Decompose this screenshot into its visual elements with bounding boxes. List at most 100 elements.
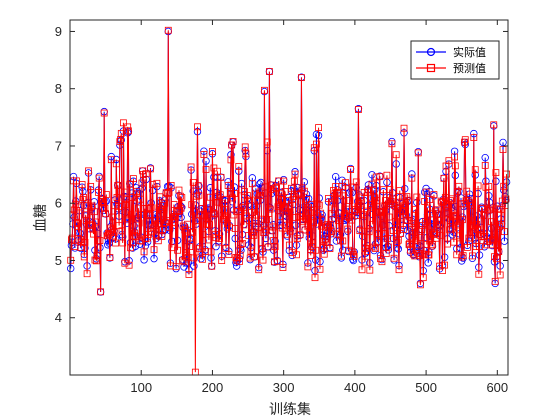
predicted-point bbox=[165, 188, 173, 196]
predicted-point bbox=[365, 228, 373, 236]
predicted-point bbox=[79, 196, 87, 203]
predicted-point bbox=[408, 174, 416, 182]
predicted-point bbox=[181, 229, 189, 237]
predicted-point bbox=[124, 123, 132, 131]
predicted-point bbox=[142, 170, 150, 178]
predicted-point bbox=[130, 231, 138, 239]
predicted-point bbox=[278, 196, 285, 204]
predicted-point bbox=[281, 188, 289, 195]
predicted-point bbox=[153, 179, 161, 187]
predicted-series bbox=[67, 26, 510, 376]
actual-point bbox=[262, 234, 270, 243]
predicted-point bbox=[373, 196, 381, 204]
predicted-point bbox=[489, 237, 497, 245]
predicted-point bbox=[83, 270, 91, 278]
predicted-point bbox=[184, 220, 191, 228]
predicted-point bbox=[248, 209, 256, 216]
predicted-point bbox=[241, 143, 249, 151]
predicted-point bbox=[216, 235, 223, 242]
predicted-point bbox=[277, 189, 285, 197]
legend-actual-label: 实际值 bbox=[453, 45, 486, 59]
predicted-point bbox=[370, 243, 378, 251]
predicted-point bbox=[215, 238, 223, 246]
y-tick-label: 8 bbox=[55, 81, 62, 96]
legend: 实际值 预测值 bbox=[410, 40, 500, 80]
predicted-point bbox=[85, 222, 93, 229]
predicted-point bbox=[247, 247, 255, 255]
predicted-point bbox=[129, 239, 137, 247]
predicted-point bbox=[410, 224, 418, 231]
predicted-point bbox=[97, 288, 105, 296]
x-tick-label: 100 bbox=[130, 380, 152, 395]
predicted-point bbox=[493, 205, 501, 213]
predicted-point bbox=[282, 204, 290, 211]
predicted-point bbox=[134, 204, 142, 212]
predicted-point bbox=[90, 208, 98, 216]
predicted-point bbox=[308, 200, 315, 208]
x-tick-label: 200 bbox=[202, 380, 224, 395]
predicted-point bbox=[494, 241, 502, 248]
predicted-point bbox=[77, 243, 85, 251]
predicted-point bbox=[491, 253, 498, 261]
predicted-point bbox=[451, 162, 459, 170]
predicted-point bbox=[439, 267, 446, 275]
predicted-point bbox=[242, 150, 250, 158]
actual-point bbox=[470, 129, 478, 138]
predicted-point bbox=[229, 138, 237, 145]
predicted-point bbox=[421, 198, 429, 205]
predicted-point bbox=[138, 179, 146, 187]
predicted-point bbox=[306, 209, 314, 217]
y-tick-label: 6 bbox=[55, 196, 62, 211]
predicted-point bbox=[301, 226, 309, 234]
actual-point bbox=[481, 153, 489, 162]
predicted-point bbox=[119, 239, 127, 247]
predicted-point bbox=[266, 205, 274, 213]
predicted-point bbox=[95, 174, 103, 182]
predicted-point bbox=[334, 188, 342, 196]
predicted-point bbox=[304, 263, 312, 271]
predicted-point bbox=[236, 251, 244, 259]
predicted-point bbox=[238, 239, 246, 247]
predicted-point bbox=[454, 188, 461, 195]
predicted-point bbox=[262, 226, 270, 234]
predicted-point bbox=[310, 219, 317, 227]
predicted-point bbox=[95, 188, 102, 196]
predicted-point bbox=[357, 193, 364, 201]
predicted-point bbox=[361, 258, 369, 266]
predicted-point bbox=[411, 252, 419, 260]
predicted-point bbox=[194, 123, 201, 131]
predicted-point bbox=[422, 188, 430, 196]
predicted-point bbox=[155, 204, 163, 212]
predicted-point bbox=[81, 239, 89, 246]
predicted-point bbox=[237, 241, 245, 248]
predicted-point bbox=[188, 201, 196, 209]
predicted-point bbox=[463, 187, 471, 195]
predicted-point bbox=[102, 191, 110, 198]
actual-point bbox=[150, 254, 158, 263]
predicted-point bbox=[273, 257, 281, 265]
predicted-point bbox=[170, 201, 178, 208]
actual-point bbox=[339, 246, 347, 254]
predicted-point bbox=[475, 270, 483, 278]
predicted-point bbox=[209, 209, 217, 217]
predicted-point bbox=[474, 182, 482, 190]
predicted-point bbox=[290, 192, 298, 200]
predicted-point bbox=[466, 234, 474, 242]
predicted-point bbox=[379, 186, 387, 194]
predicted-point bbox=[178, 194, 186, 201]
predicted-point bbox=[228, 194, 236, 202]
predicted-point bbox=[125, 261, 133, 269]
predicted-point bbox=[392, 218, 399, 225]
predicted-point bbox=[497, 205, 505, 213]
predicted-point bbox=[459, 252, 467, 260]
predicted-point bbox=[305, 227, 313, 235]
predicted-point bbox=[393, 239, 401, 246]
predicted-point bbox=[502, 195, 510, 203]
predicted-point bbox=[279, 264, 287, 271]
y-tick-label: 5 bbox=[55, 253, 62, 268]
predicted-point bbox=[488, 218, 496, 226]
predicted-point bbox=[132, 232, 139, 240]
x-tick-label: 500 bbox=[415, 380, 437, 395]
predicted-point bbox=[96, 237, 104, 244]
predicted-point bbox=[323, 221, 331, 228]
